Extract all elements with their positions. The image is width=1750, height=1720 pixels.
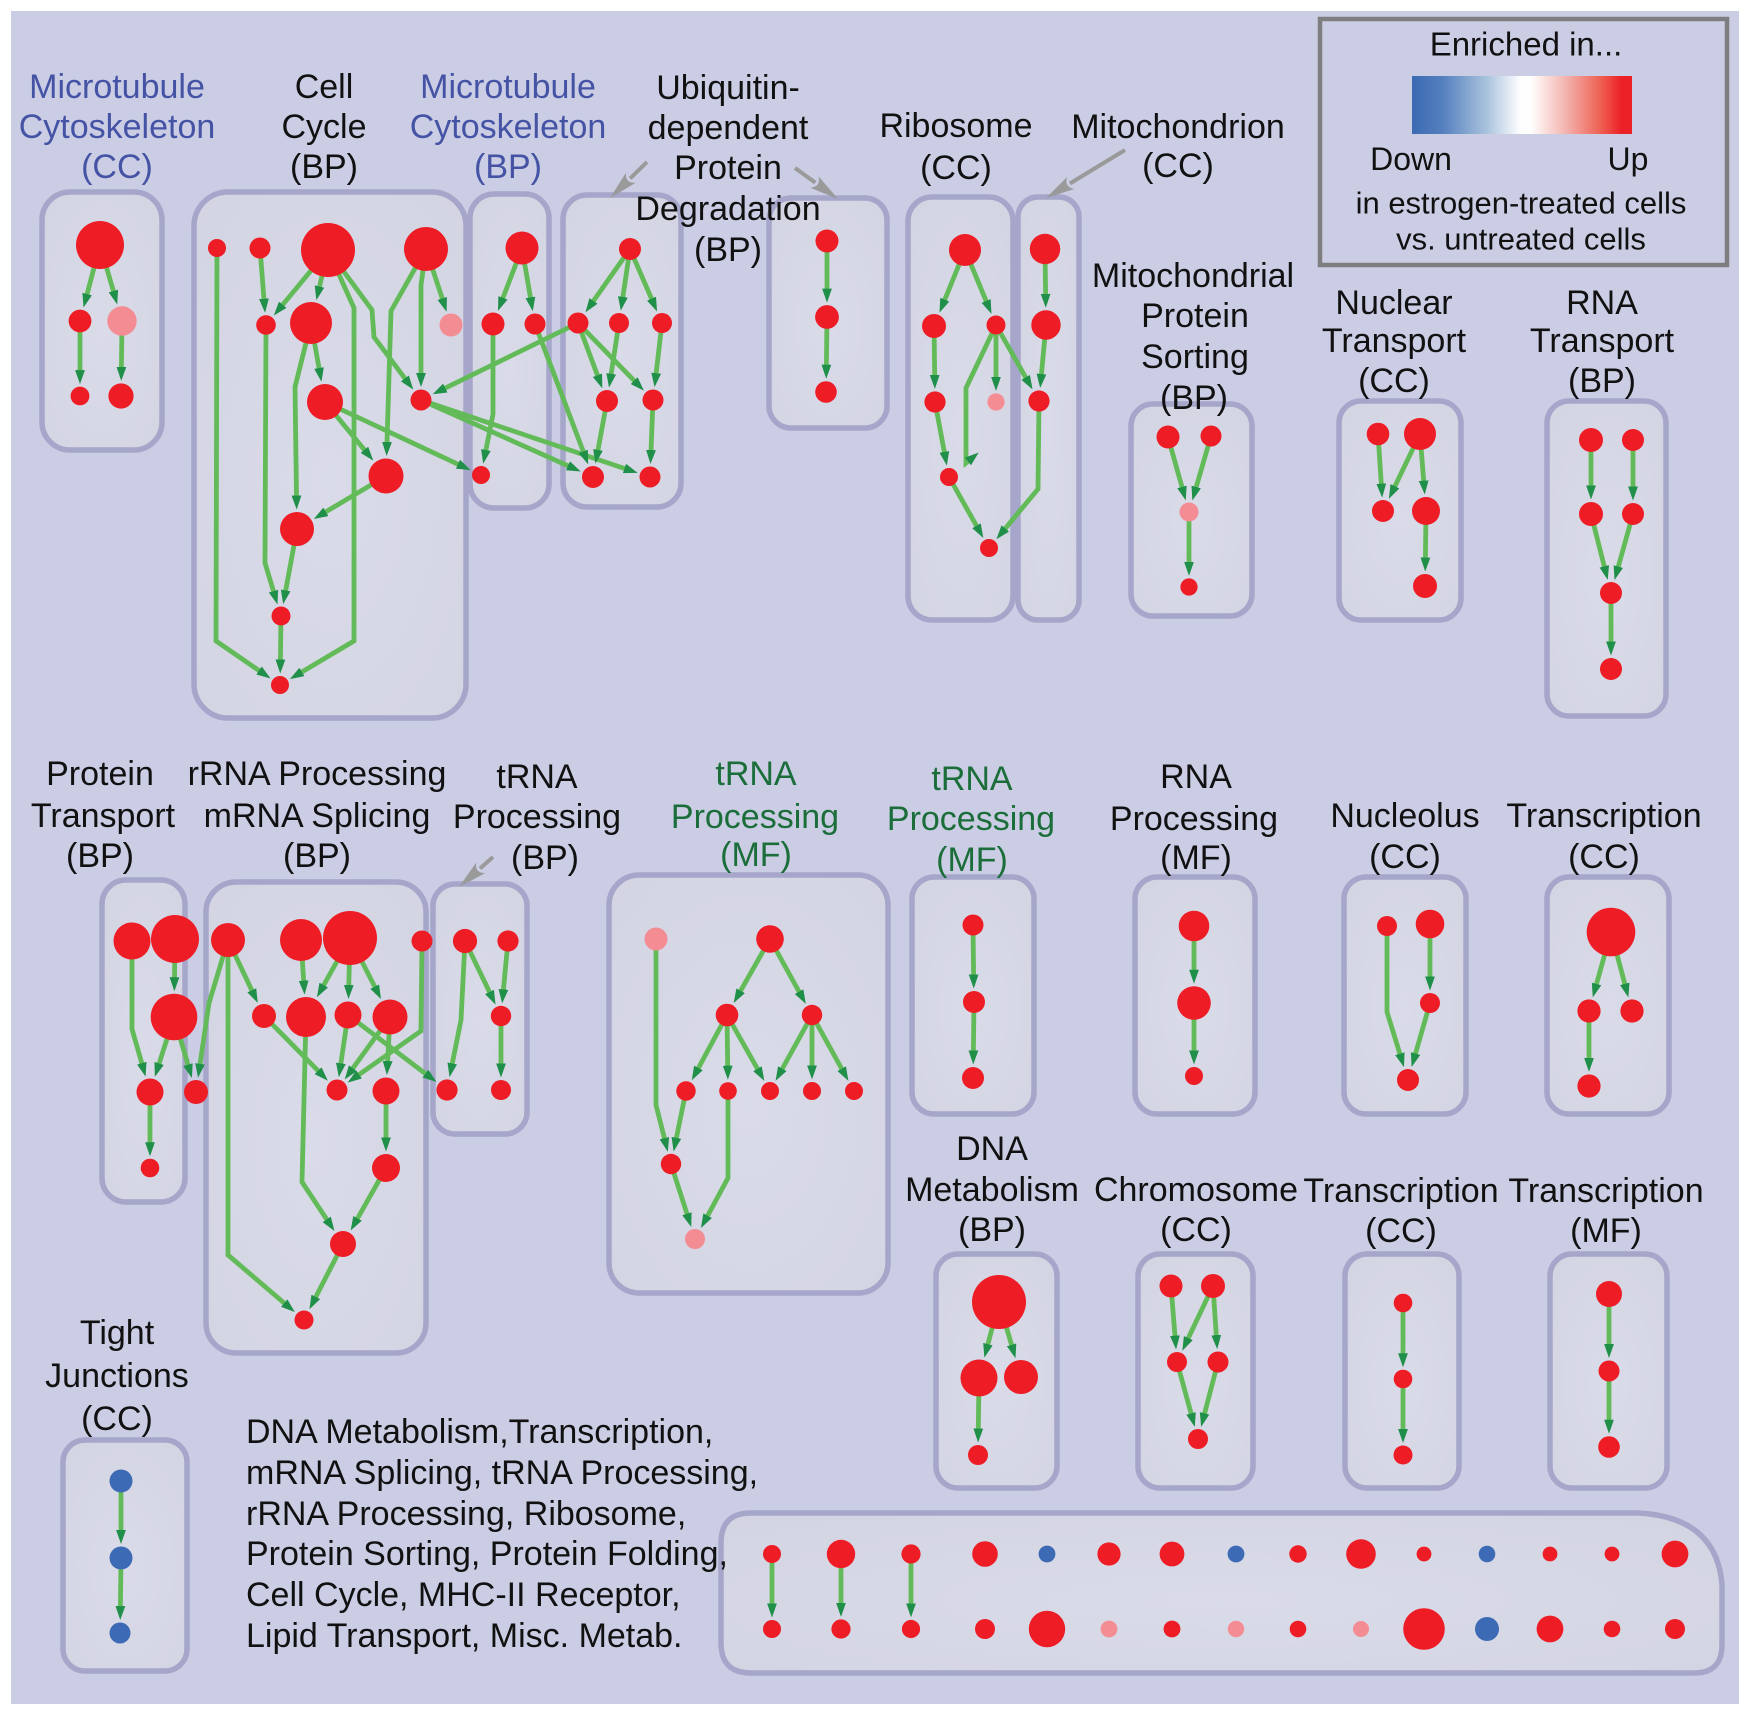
svg-text:Enriched in...: Enriched in... [1430, 26, 1623, 63]
svg-text:Metabolism: Metabolism [905, 1171, 1079, 1209]
svg-text:(CC): (CC) [1358, 362, 1430, 400]
svg-text:Protein: Protein [46, 755, 154, 793]
svg-text:Processing: Processing [887, 800, 1055, 838]
svg-text:in estrogen-treated cells: in estrogen-treated cells [1356, 186, 1687, 221]
svg-text:Degradation: Degradation [635, 190, 820, 228]
svg-text:Lipid Transport, Misc. Metab.: Lipid Transport, Misc. Metab. [246, 1617, 683, 1655]
svg-text:(MF): (MF) [720, 836, 792, 874]
svg-text:mRNA Splicing: mRNA Splicing [204, 797, 431, 835]
svg-text:(BP): (BP) [511, 839, 579, 877]
svg-text:Processing: Processing [453, 798, 621, 836]
svg-text:tRNA: tRNA [715, 755, 797, 793]
svg-text:RNA: RNA [1566, 284, 1638, 322]
svg-text:Protein: Protein [1141, 297, 1249, 335]
svg-text:tRNA: tRNA [496, 758, 578, 796]
svg-text:(CC): (CC) [1160, 1211, 1232, 1249]
svg-text:RNA: RNA [1160, 758, 1232, 796]
svg-text:Mitochondrial: Mitochondrial [1092, 257, 1294, 295]
svg-text:Ubiquitin-: Ubiquitin- [656, 69, 800, 107]
svg-text:Cycle: Cycle [281, 108, 366, 146]
svg-text:Nuclear: Nuclear [1335, 284, 1452, 322]
svg-text:vs. untreated cells: vs. untreated cells [1396, 222, 1646, 257]
svg-text:tRNA: tRNA [931, 760, 1013, 798]
svg-text:(BP): (BP) [1160, 379, 1228, 417]
svg-text:Processing: Processing [1110, 800, 1278, 838]
svg-text:(BP): (BP) [474, 148, 542, 186]
svg-text:Up: Up [1608, 141, 1649, 177]
svg-text:Ribosome: Ribosome [879, 107, 1032, 145]
svg-text:(BP): (BP) [283, 837, 351, 875]
svg-text:Transcription: Transcription [1508, 1172, 1703, 1210]
svg-text:Microtubule: Microtubule [29, 68, 205, 106]
svg-text:(MF): (MF) [936, 841, 1008, 879]
svg-text:mRNA Splicing, tRNA Processing: mRNA Splicing, tRNA Processing, [246, 1454, 758, 1492]
svg-text:Cytoskeleton: Cytoskeleton [410, 108, 607, 146]
svg-text:(BP): (BP) [1568, 362, 1636, 400]
svg-text:Cell Cycle, MHC-II Receptor,: Cell Cycle, MHC-II Receptor, [246, 1576, 681, 1614]
svg-text:Nucleolus: Nucleolus [1330, 797, 1479, 835]
svg-text:(CC): (CC) [1365, 1212, 1437, 1250]
svg-text:(BP): (BP) [66, 837, 134, 875]
svg-text:Down: Down [1370, 141, 1452, 177]
svg-text:Transport: Transport [31, 797, 176, 835]
svg-text:dependent: dependent [648, 109, 809, 147]
svg-text:(CC): (CC) [920, 149, 992, 187]
svg-text:Transport: Transport [1530, 322, 1675, 360]
svg-text:Sorting: Sorting [1141, 338, 1249, 376]
svg-text:Transport: Transport [1322, 322, 1467, 360]
svg-text:Transcription: Transcription [1506, 797, 1701, 835]
svg-text:Chromosome: Chromosome [1094, 1171, 1298, 1209]
svg-text:(BP): (BP) [694, 231, 762, 269]
svg-text:Protein Sorting, Protein Foldi: Protein Sorting, Protein Folding, [246, 1535, 728, 1573]
svg-text:Protein: Protein [674, 149, 782, 187]
svg-text:(CC): (CC) [81, 1400, 153, 1438]
svg-text:Tight: Tight [80, 1314, 155, 1352]
svg-text:Microtubule: Microtubule [420, 68, 596, 106]
svg-text:(BP): (BP) [958, 1211, 1026, 1249]
svg-text:DNA: DNA [956, 1130, 1028, 1168]
svg-text:(CC): (CC) [1142, 147, 1214, 185]
svg-text:Cytoskeleton: Cytoskeleton [19, 108, 216, 146]
svg-text:Junctions: Junctions [45, 1357, 189, 1395]
svg-text:(BP): (BP) [290, 148, 358, 186]
svg-text:(CC): (CC) [81, 148, 153, 186]
svg-text:rRNA Processing, Ribosome,: rRNA Processing, Ribosome, [246, 1495, 686, 1533]
svg-text:(CC): (CC) [1568, 838, 1640, 876]
svg-text:Processing: Processing [671, 798, 839, 836]
svg-text:(MF): (MF) [1570, 1212, 1642, 1250]
svg-text:rRNA Processing: rRNA Processing [188, 755, 447, 793]
svg-text:Cell: Cell [295, 68, 354, 106]
svg-text:Mitochondrion: Mitochondrion [1071, 108, 1285, 146]
svg-text:(CC): (CC) [1369, 838, 1441, 876]
svg-text:DNA Metabolism,Transcription,: DNA Metabolism,Transcription, [246, 1413, 713, 1451]
svg-text:(MF): (MF) [1160, 839, 1232, 877]
svg-text:Transcription: Transcription [1303, 1172, 1498, 1210]
